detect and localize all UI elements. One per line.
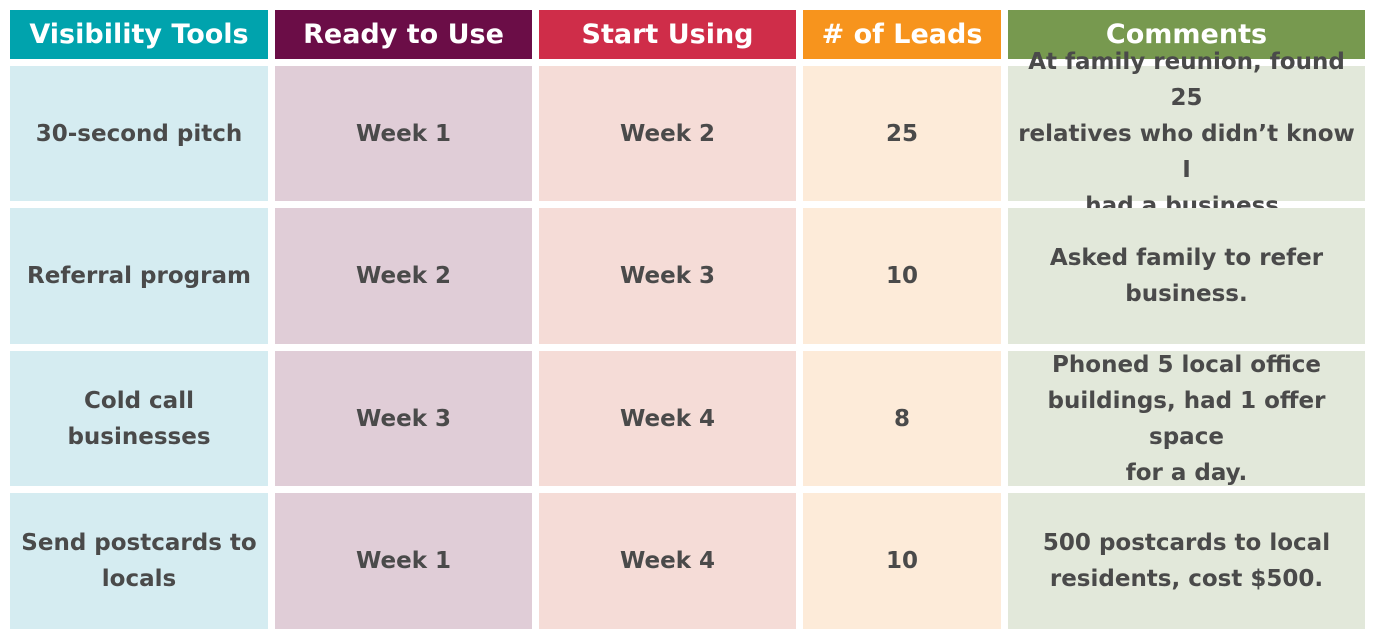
row-4-leads-cell: 10 [803, 493, 1001, 629]
row-1-leads-cell: 25 [803, 66, 1001, 201]
row-2-comment-cell: Asked family to refer business. [1008, 208, 1365, 344]
row-1-ready-cell: Week 1 [275, 66, 532, 201]
row-2-tool-cell: Referral program [10, 208, 268, 344]
header-ready-to-use: Ready to Use [275, 10, 532, 59]
row-2-leads-cell: 10 [803, 208, 1001, 344]
row-2-start-cell: Week 3 [539, 208, 796, 344]
row-3-leads-cell: 8 [803, 351, 1001, 486]
row-1-tool-cell: 30-second pitch [10, 66, 268, 201]
row-4-tool-cell: Send postcards to locals [10, 493, 268, 629]
row-3-tool-cell: Cold call businesses [10, 351, 268, 486]
row-1-start-cell: Week 2 [539, 66, 796, 201]
header-start-using: Start Using [539, 10, 796, 59]
row-3-ready-cell: Week 3 [275, 351, 532, 486]
row-1-comment-cell: At family reunion, found 25 relatives wh… [1008, 49, 1365, 219]
row-4-comment-cell: 500 postcards to local residents, cost $… [1008, 493, 1365, 629]
row-2-ready-cell: Week 2 [275, 208, 532, 344]
header-comments: Comments [1008, 10, 1365, 59]
row-3-start-cell: Week 4 [539, 351, 796, 486]
header-number-of-leads: # of Leads [803, 10, 1001, 59]
row-4-start-cell: Week 4 [539, 493, 796, 629]
row-3-comment-cell: Phoned 5 local office buildings, had 1 o… [1008, 351, 1365, 486]
row-4-ready-cell: Week 1 [275, 493, 532, 629]
header-visibility-tools: Visibility Tools [10, 10, 268, 59]
